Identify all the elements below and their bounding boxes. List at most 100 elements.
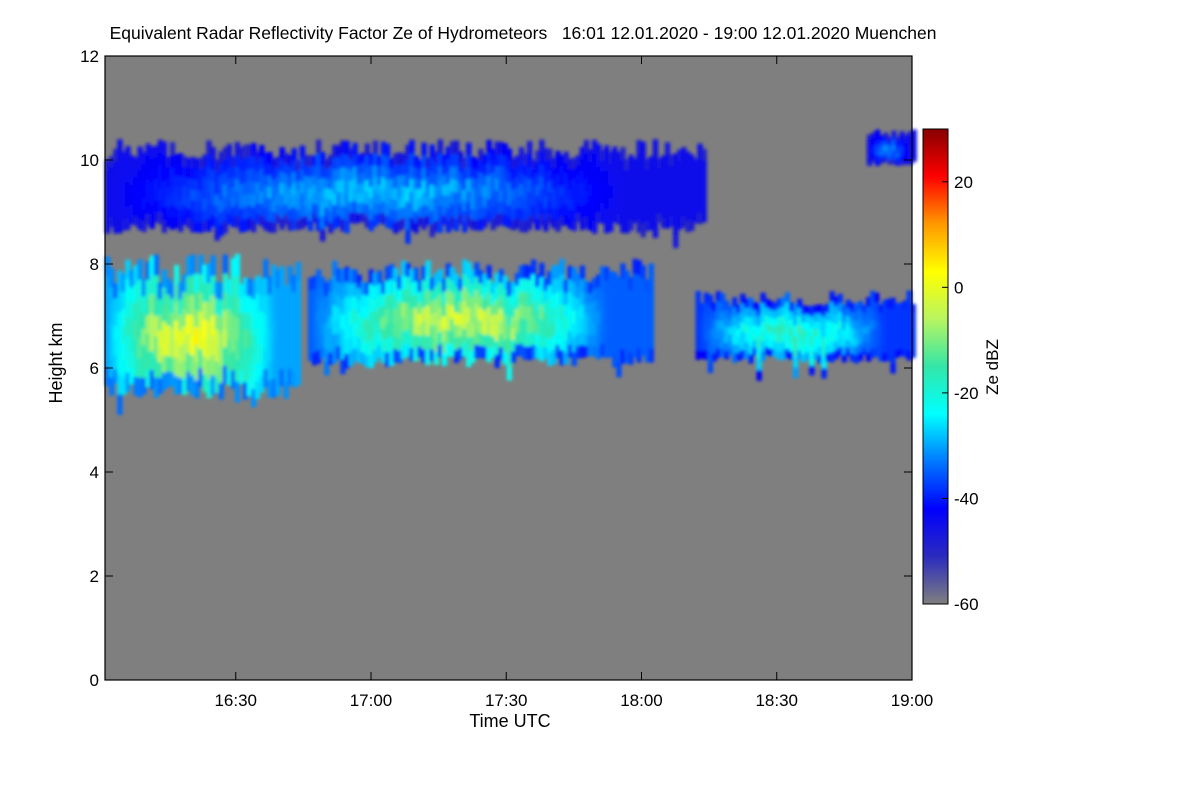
reflectivity-cell [894, 310, 900, 320]
reflectivity-cell [320, 189, 326, 204]
reflectivity-cell [724, 333, 730, 343]
reflectivity-cell [502, 275, 508, 290]
reflectivity-cell [857, 317, 864, 328]
reflectivity-cell [413, 280, 419, 295]
reflectivity-cell [604, 195, 610, 209]
reflectivity-cell [332, 275, 338, 291]
reflectivity-cell [518, 291, 525, 305]
reflectivity-cell [583, 165, 590, 179]
reflectivity-cell [494, 165, 500, 179]
reflectivity-cell [664, 166, 671, 180]
reflectivity-cell [368, 164, 374, 177]
reflectivity-cell [514, 284, 521, 298]
reflectivity-cell [174, 283, 180, 303]
reflectivity-cell [768, 340, 774, 349]
reflectivity-cell [291, 217, 297, 231]
reflectivity-cell [474, 289, 480, 304]
reflectivity-cell [724, 342, 730, 352]
reflectivity-cell [911, 138, 917, 144]
reflectivity-cell [417, 187, 423, 198]
reflectivity-cell [628, 176, 634, 188]
reflectivity-cell [380, 350, 387, 364]
reflectivity-cell [174, 164, 180, 176]
reflectivity-cell [117, 270, 123, 292]
reflectivity-cell [707, 316, 714, 329]
reflectivity-cell [744, 332, 750, 343]
reflectivity-cell [165, 216, 172, 227]
reflectivity-cell [316, 217, 322, 231]
reflectivity-cell [328, 279, 334, 292]
reflectivity-cell [620, 220, 626, 233]
reflectivity-cell [890, 351, 896, 363]
reflectivity-cell [441, 184, 448, 196]
reflectivity-cell [640, 168, 646, 184]
reflectivity-cell [845, 299, 851, 309]
reflectivity-cell [591, 322, 598, 335]
reflectivity-cell [380, 281, 387, 294]
reflectivity-cell [697, 189, 703, 202]
reflectivity-cell [259, 359, 265, 377]
reflectivity-cell [336, 191, 342, 204]
reflectivity-cell [453, 153, 460, 167]
reflectivity-cell [910, 326, 916, 336]
reflectivity-cell [571, 337, 577, 353]
reflectivity-cell [636, 153, 642, 168]
reflectivity-cell [214, 159, 220, 172]
reflectivity-cell [587, 206, 594, 219]
reflectivity-cell [575, 345, 581, 359]
reflectivity-cell [640, 182, 646, 197]
reflectivity-cell [437, 269, 443, 283]
reflectivity-cell [583, 152, 590, 166]
reflectivity-cell [903, 159, 909, 165]
reflectivity-cell [307, 324, 314, 338]
reflectivity-cell [105, 348, 111, 368]
reflectivity-cell [640, 141, 646, 157]
reflectivity-cell [425, 214, 431, 225]
reflectivity-cell [640, 195, 646, 211]
reflectivity-cell [907, 150, 913, 156]
reflectivity-cell [736, 312, 742, 322]
reflectivity-cell [518, 265, 525, 280]
reflectivity-cell [198, 157, 204, 170]
reflectivity-cell [543, 312, 549, 325]
reflectivity-cell [413, 333, 419, 348]
reflectivity-cell [567, 343, 573, 358]
reflectivity-cell [531, 168, 537, 179]
reflectivity-cell [591, 193, 598, 208]
reflectivity-cell [202, 220, 208, 232]
reflectivity-cell [853, 345, 860, 355]
reflectivity-cell [417, 312, 423, 325]
reflectivity-cell [320, 177, 326, 191]
reflectivity-cell [458, 161, 464, 173]
reflectivity-cell [113, 220, 119, 234]
reflectivity-cell [518, 342, 525, 357]
reflectivity-cell [133, 215, 139, 226]
reflectivity-cell [186, 197, 192, 209]
reflectivity-cell [624, 211, 630, 223]
reflectivity-cell [109, 216, 115, 228]
reflectivity-cell [397, 288, 403, 302]
reflectivity-cell [129, 286, 135, 304]
reflectivity-cell [748, 325, 754, 336]
reflectivity-cell [307, 176, 314, 189]
reflectivity-cell [547, 170, 553, 182]
reflectivity-cell [372, 298, 379, 312]
reflectivity-cell [695, 291, 701, 302]
reflectivity-cell [522, 278, 529, 293]
reflectivity-cell [332, 192, 338, 206]
reflectivity-cell [259, 145, 265, 158]
reflectivity-cell [559, 349, 565, 366]
reflectivity-cell [121, 207, 127, 220]
reflectivity-cell [466, 190, 472, 204]
reflectivity-cell [169, 167, 176, 181]
reflectivity-cell [486, 347, 492, 363]
reflectivity-cell [157, 298, 163, 316]
reflectivity-cell [405, 263, 411, 277]
reflectivity-cell [857, 334, 864, 344]
reflectivity-cell [255, 202, 261, 214]
reflectivity-cell [133, 339, 139, 359]
reflectivity-cell [145, 166, 151, 180]
reflectivity-cell [628, 339, 634, 353]
reflectivity-cell [271, 168, 277, 181]
reflectivity-cell [748, 344, 754, 355]
